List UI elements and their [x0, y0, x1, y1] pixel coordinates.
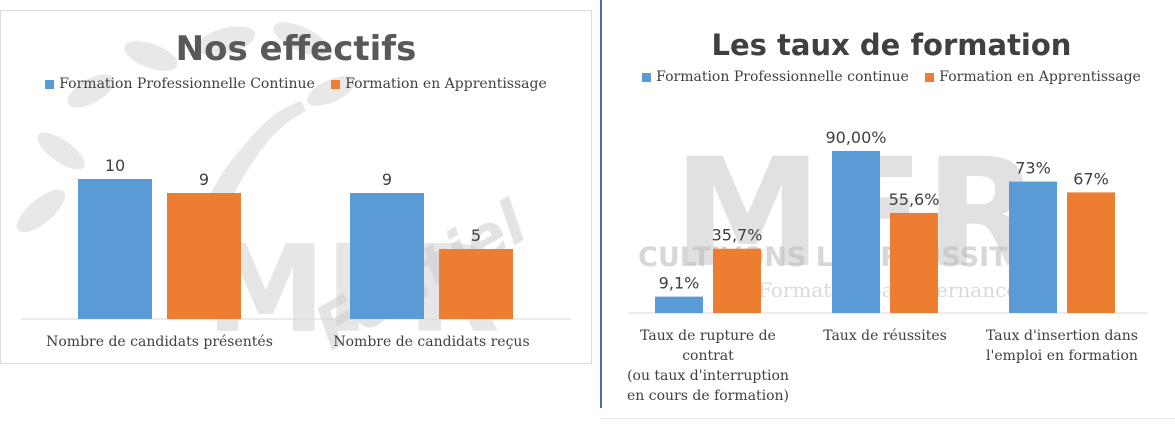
legend-item-fa: Formation en Apprentissage: [925, 69, 1141, 85]
legend-item-fpc: Formation Professionnelle Continue: [45, 76, 315, 92]
bar-fpc-1: [350, 193, 424, 319]
data-label: 10: [105, 156, 125, 175]
legend-effectifs: Formation Professionnelle Continue Forma…: [1, 76, 591, 92]
category-label: contrat: [682, 348, 734, 364]
watermark-tagline: Formation par alternance: [758, 278, 1018, 302]
bar-fa-0: [713, 248, 761, 313]
bar-fpc-0: [78, 179, 152, 319]
legend-swatch-blue: [642, 72, 652, 82]
bar-fpc-0: [655, 296, 703, 313]
legend-label-fa: Formation en Apprentissage: [939, 69, 1141, 85]
category-label: Taux de réussites: [823, 328, 947, 344]
data-label: 35,7%: [712, 226, 763, 245]
category-label: l'emploi en formation: [986, 348, 1138, 364]
data-label: 9: [382, 170, 392, 189]
legend-swatch-orange: [925, 72, 935, 82]
category-label: Nombre de candidats présentés: [46, 334, 273, 350]
category-label: en cours de formation): [627, 388, 789, 404]
data-label: 55,6%: [889, 190, 940, 209]
bar-fpc-2: [1009, 181, 1057, 313]
category-label: Nombre de candidats reçus: [333, 334, 529, 350]
data-label: 73%: [1015, 159, 1051, 178]
chart-title-taux: Les taux de formation: [711, 28, 1072, 62]
data-label: 9: [199, 170, 209, 189]
legend-label-fpc: Formation Professionnelle continue: [656, 69, 909, 85]
bar-fa-0: [167, 193, 241, 319]
category-label: Taux de rupture de: [640, 328, 776, 344]
legend-item-fpc: Formation Professionnelle continue: [642, 69, 909, 85]
panel-divider: [600, 0, 602, 408]
plot-taux: 9,1% 35,7% Taux de rupture de contrat (ou ta…: [627, 128, 1148, 404]
bar-fa-2: [1067, 192, 1115, 313]
legend-label-fa: Formation en Apprentissage: [345, 76, 547, 92]
legend-item-fa: Formation en Apprentissage: [331, 76, 547, 92]
data-label: 5: [471, 226, 481, 245]
legend-label-fpc: Formation Professionnelle Continue: [59, 76, 315, 92]
bar-fa-1: [439, 249, 513, 319]
bar-fpc-1: [832, 151, 880, 313]
bar-fa-1: [890, 212, 938, 313]
legend-taux: Formation Professionnelle continue Forma…: [608, 69, 1175, 85]
bottom-rule: [600, 418, 1175, 419]
category-label: (ou taux d'interruption: [627, 368, 789, 384]
chart-effectifs: MFR Fontiel Nos effectifs Formation Prof…: [0, 10, 592, 364]
plot-effectifs: 10 9 Nombre de candidats présentés 9 5 Nombre…: [21, 156, 571, 350]
legend-swatch-orange: [331, 79, 341, 89]
chart-title-effectifs: Nos effectifs: [175, 29, 417, 69]
data-label: 90,00%: [825, 128, 886, 147]
legend-swatch-blue: [45, 79, 55, 89]
data-label: 67%: [1073, 169, 1109, 188]
category-label: Taux d'insertion dans: [986, 328, 1138, 344]
data-label: 9,1%: [659, 274, 700, 293]
chart-taux: MFR CULTIVONS LES RÉUSSITES Formation pa…: [608, 10, 1175, 410]
